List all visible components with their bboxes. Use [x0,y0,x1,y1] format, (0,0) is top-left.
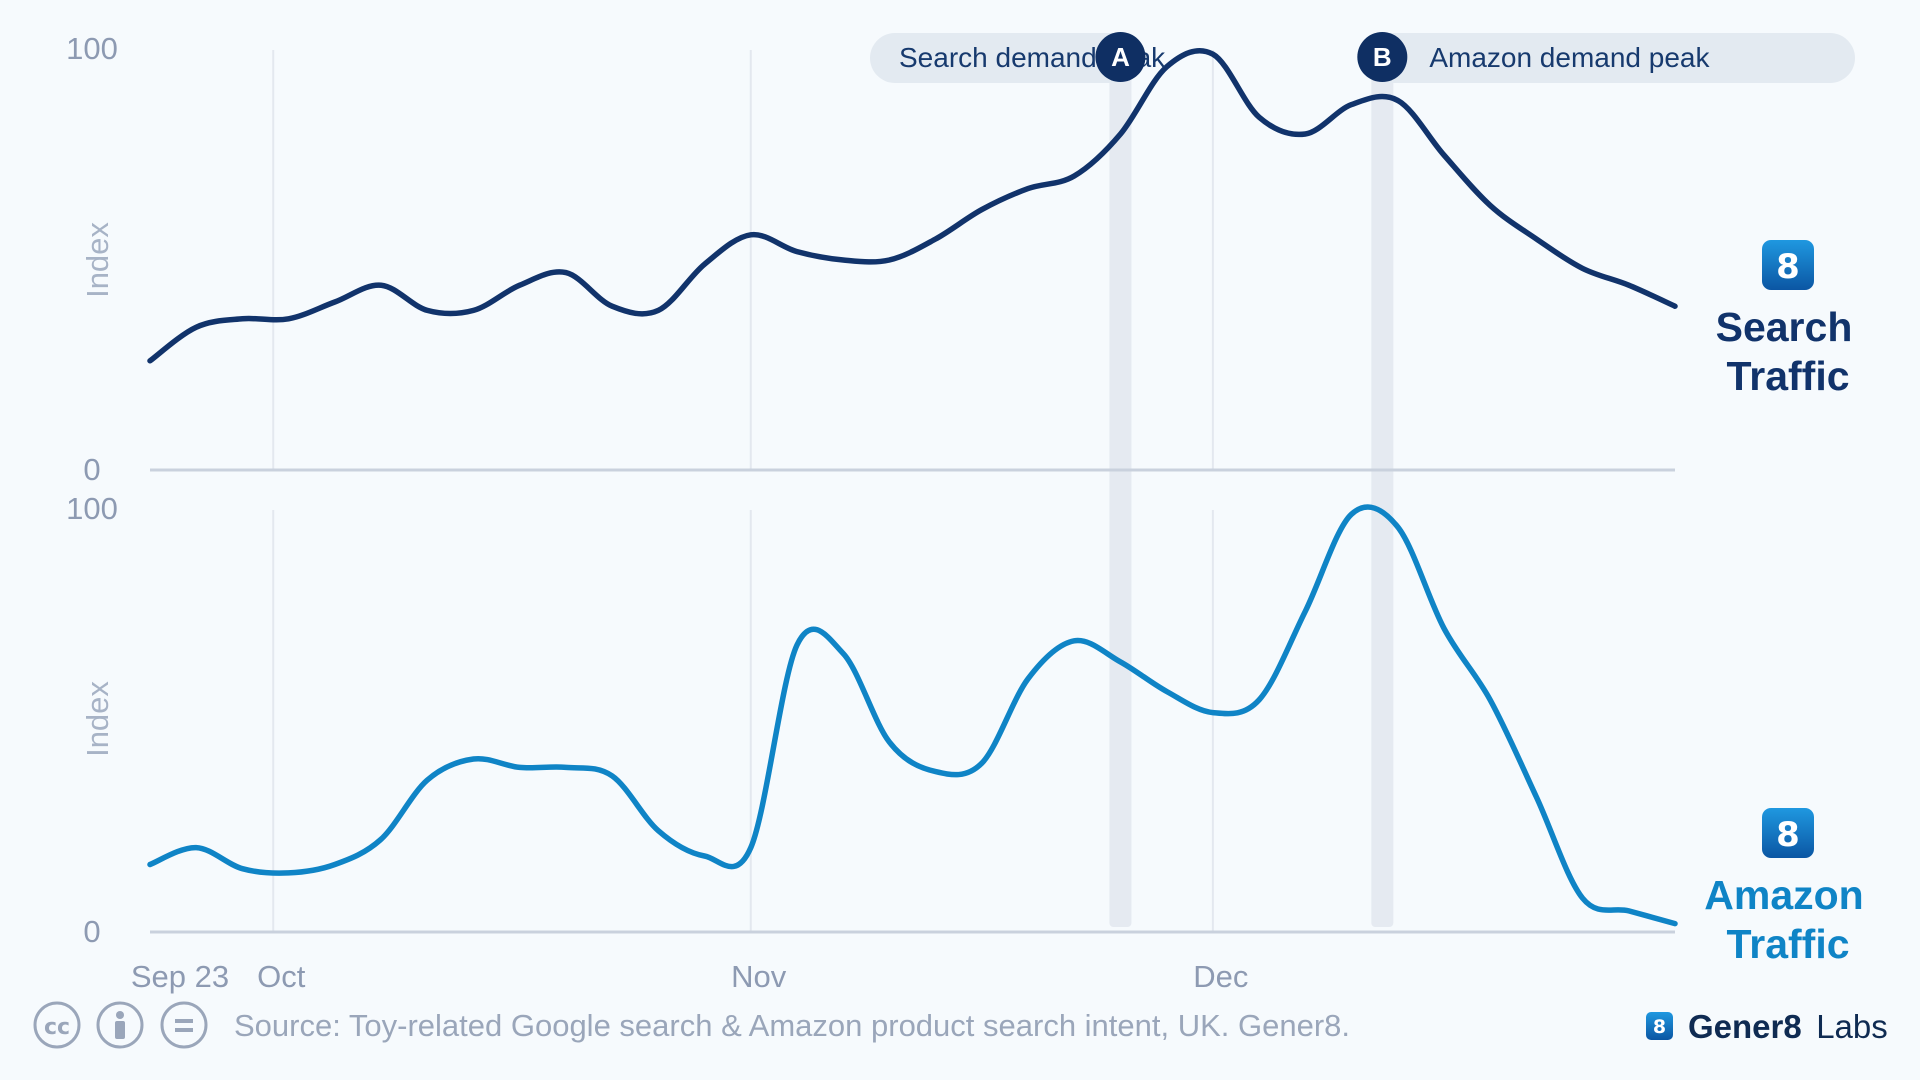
annotation-pill-b [1362,33,1855,83]
peak-highlights [1109,55,1394,927]
nd-icon [160,1001,208,1049]
amazon-label-line-1: Amazon [1704,872,1863,918]
brand-logo: 8 Gener8 Labs [1646,1008,1888,1045]
svg-text:cc: cc [44,1015,70,1040]
series-lines [147,48,1678,927]
amazon-label-line-2: Traffic [1726,921,1849,967]
brand-light: Labs [1816,1008,1888,1045]
search-y-tick-0: 0 [83,452,100,487]
annotation-badge-letter-b: B [1373,42,1392,72]
annotation-badge-a [1095,32,1146,82]
source-note: Source: Toy-related Google search & Amaz… [234,1008,1350,1043]
search-label-line-2: Traffic [1726,353,1849,399]
x-tick-dec: Dec [1193,959,1248,994]
license-icons: cc [33,1001,208,1049]
svg-text:8: 8 [1653,1016,1666,1038]
x-tick-oct: Oct [257,959,306,994]
svg-text:8: 8 [1776,815,1800,855]
by-icon [96,1001,144,1049]
search-series-label: 8 Search Traffic [1716,240,1853,399]
amazon-traffic-line [147,504,1678,927]
peak-band-a [1109,55,1132,927]
annotation-b: Amazon demand peak B [1357,32,1855,83]
gener8-amazon-icon: 8 [1762,808,1814,858]
gridlines [150,50,1675,934]
bottom-y-axis-title: Index [80,681,115,757]
search-y-tick-100: 100 [66,31,118,66]
cc-icon: cc [33,1001,81,1049]
top-y-axis-title: Index [80,222,115,298]
search-traffic-line [147,48,1678,364]
peak-band-b [1371,55,1394,927]
tick-labels: 0 100 0 100 Sep 23 Oct Nov Dec [66,31,1248,994]
search-label-line-1: Search [1716,304,1853,350]
gener8-search-icon: 8 [1762,240,1814,290]
amazon-y-tick-0: 0 [83,914,100,949]
brand-name: Gener8 Labs [1688,1008,1888,1045]
gener8-logo-icon: 8 [1646,1012,1673,1040]
annotation-label-b: Amazon demand peak [1429,42,1710,73]
svg-text:8: 8 [1776,247,1800,287]
amazon-y-tick-100: 100 [66,491,118,526]
annotation-badge-letter-a: A [1111,42,1130,72]
brand-strong: Gener8 [1688,1008,1802,1045]
x-tick-nov: Nov [731,959,787,994]
x-tick-sep-23: Sep 23 [131,959,229,994]
annotation-badge-b [1357,32,1408,82]
annotation-pill-a [870,33,1141,83]
amazon-series-label: 8 Amazon Traffic [1704,808,1864,967]
